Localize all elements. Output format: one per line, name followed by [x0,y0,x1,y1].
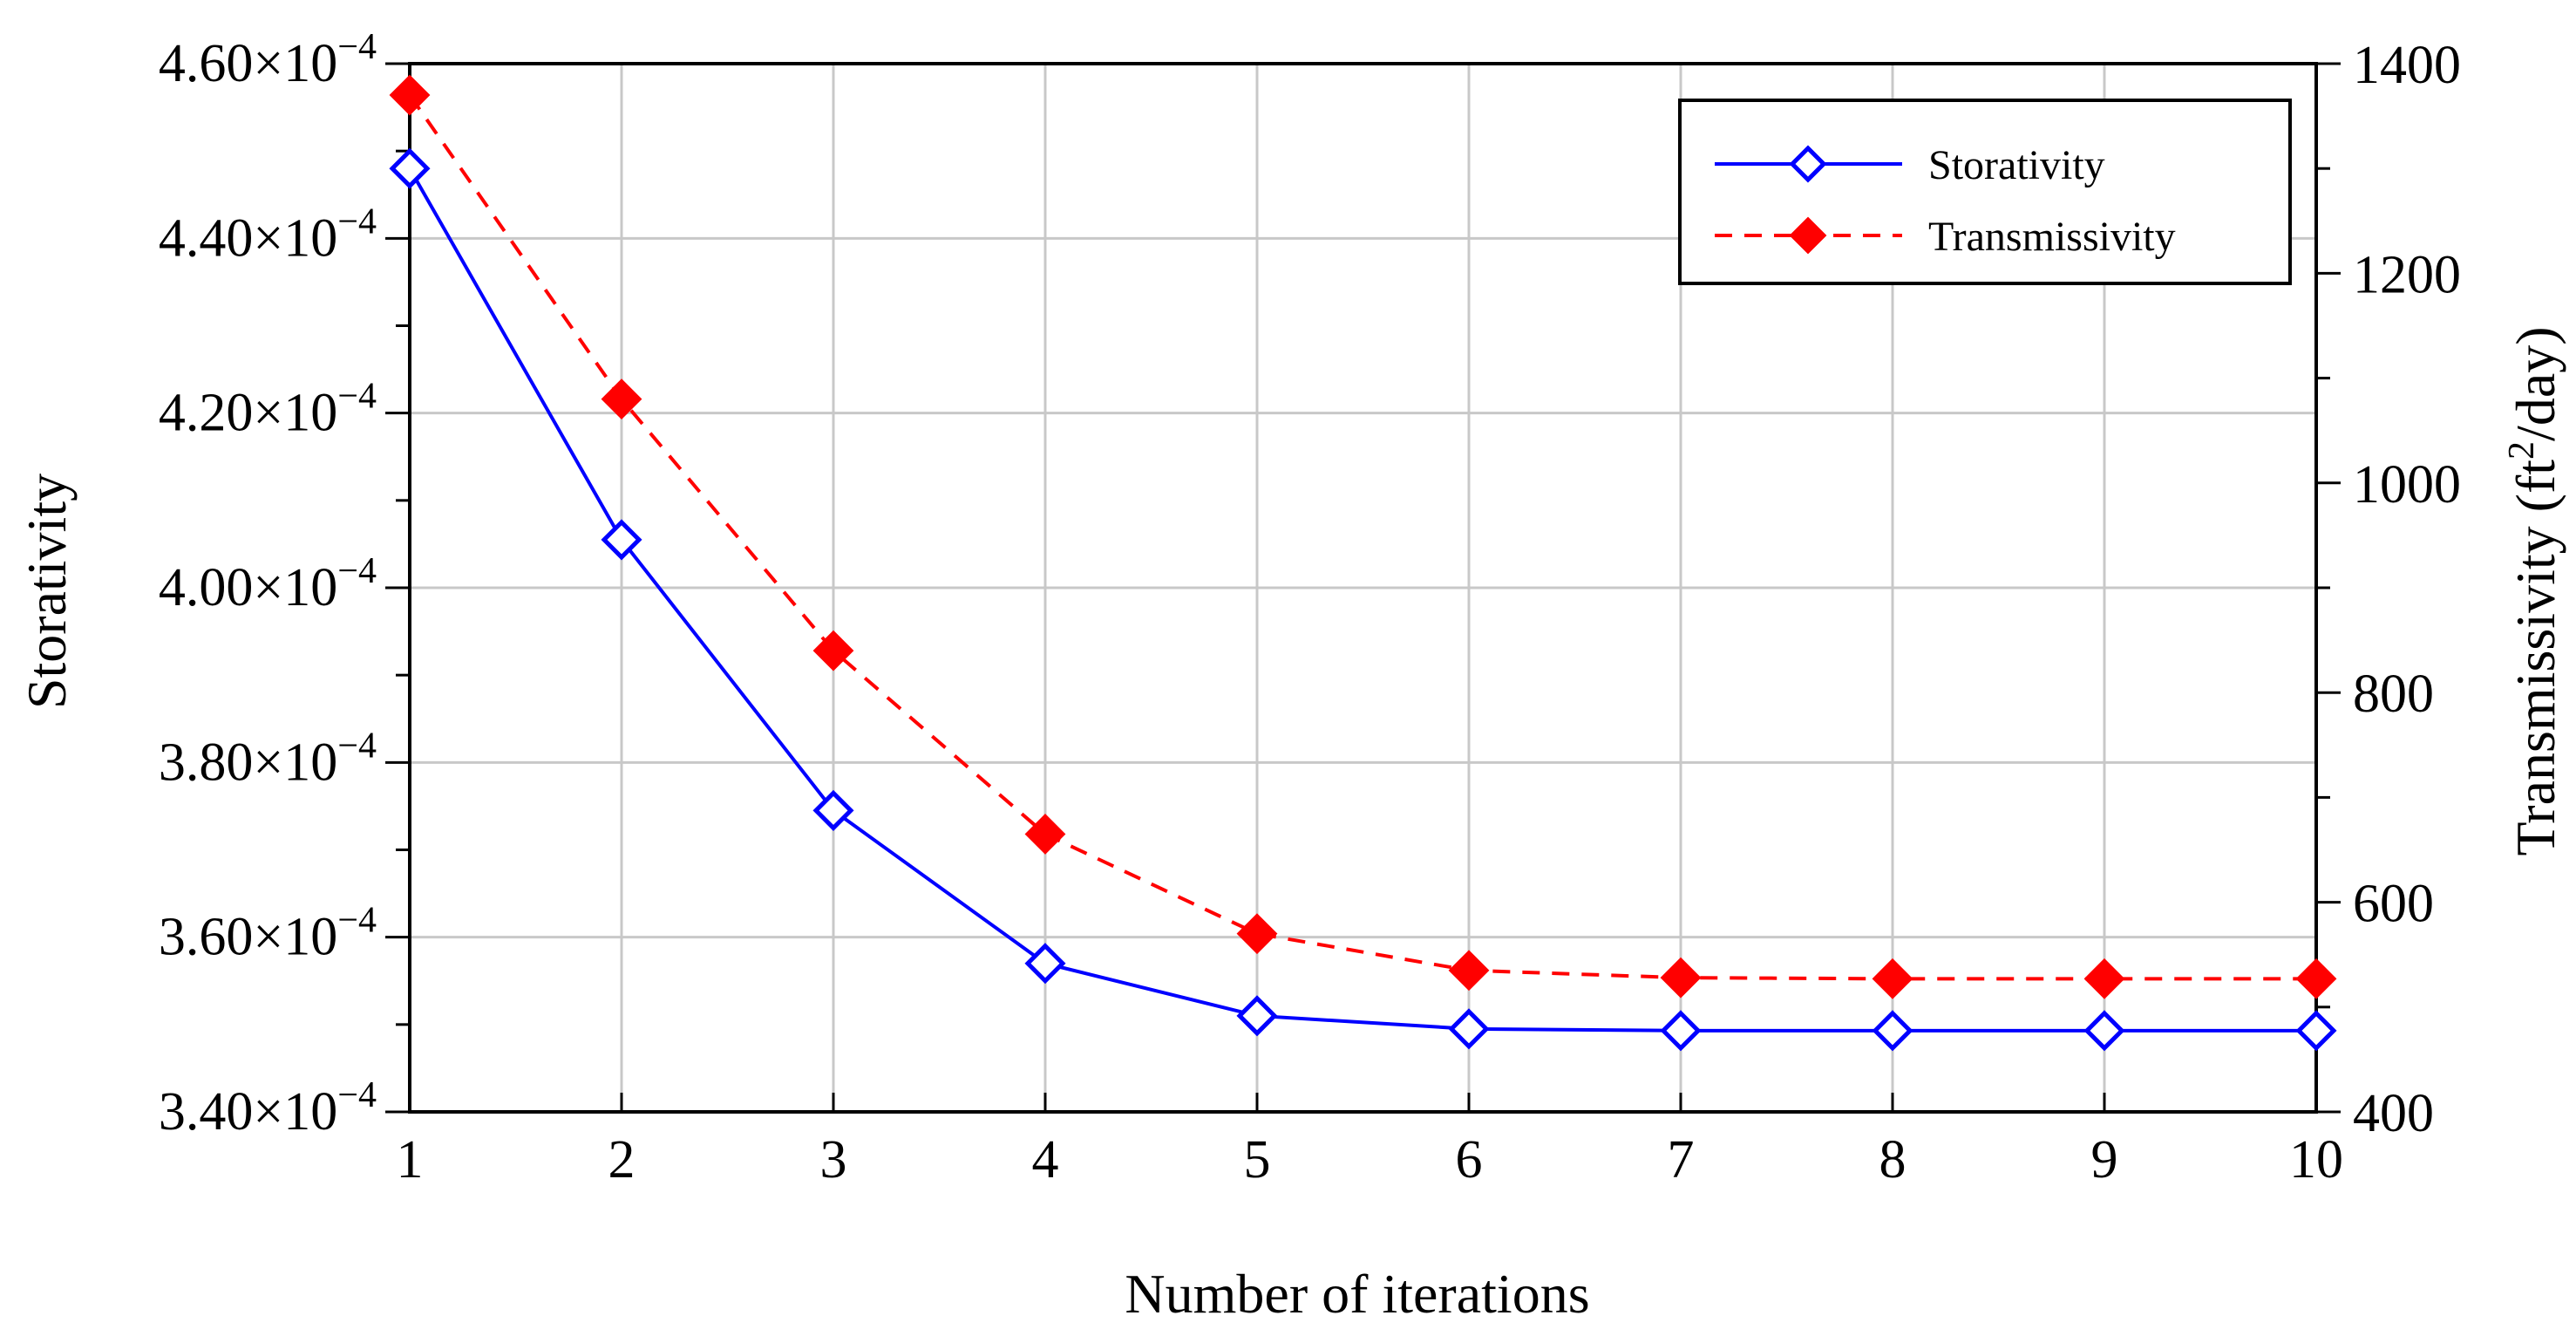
x-tick-label: 10 [2289,1130,2343,1189]
legend-label-transmissivity: Transmissivity [1928,214,2176,260]
x-tick-label: 3 [820,1130,847,1189]
right-axis: 400 600 800 1000 1200 1400 [2316,36,2461,1143]
right-tick-label: 800 [2353,665,2434,724]
transmissivity-point [1872,958,1913,999]
transmissivity-point [2083,958,2125,999]
right-tick-label: 1000 [2353,455,2461,515]
transmissivity-point [389,74,431,116]
x-tick-label: 2 [608,1130,636,1189]
x-tick-label: 8 [1879,1130,1907,1189]
x-tick-label: 9 [2091,1130,2118,1189]
transmissivity-line [408,93,2316,981]
left-tick-label: 4.20×10−4 [159,377,377,443]
storativity-point [1872,1010,1913,1052]
legend-box [1678,99,2292,285]
storativity-line [408,167,2316,1033]
transmissivity-point [812,630,854,671]
left-axis-title: Storativity [16,474,78,709]
transmissivity-point [1236,913,1278,955]
x-axis: 1 2 3 4 5 6 7 8 9 10 [397,1093,2343,1189]
storativity-point [1236,995,1278,1037]
x-tick-label: 7 [1668,1130,1695,1189]
right-tick-label: 1200 [2353,245,2461,304]
storativity-point [1660,1010,1702,1052]
legend-marker-transmissivity [1789,216,1827,255]
storativity-point [2083,1010,2125,1052]
legend-label-storativity: Storativity [1928,142,2105,188]
right-tick-label: 1400 [2353,36,2461,95]
storativity-point [601,519,642,561]
x-tick-label: 6 [1456,1130,1483,1189]
storativity-point [2295,1010,2337,1052]
right-tick-label: 400 [2353,1084,2434,1143]
left-tick-label: 4.40×10−4 [159,201,377,268]
series-layer [389,74,2337,1052]
left-tick-label: 3.40×10−4 [159,1075,377,1142]
left-tick-label: 3.60×10−4 [159,901,377,967]
right-tick-label: 600 [2353,875,2434,934]
transmissivity-point [1024,814,1066,855]
transmissivity-point [601,378,642,420]
legend-marker-storativity [1789,145,1827,183]
left-tick-label: 3.80×10−4 [159,726,377,792]
storativity-point [1024,943,1066,985]
transmissivity-point [1448,950,1490,992]
x-tick-label: 4 [1032,1130,1059,1189]
storativity-point [389,147,431,189]
left-axis: 3.40×10−4 3.60×10−4 3.80×10−4 4.00×10−4 4.20… [159,27,410,1142]
left-tick-label: 4.60×10−4 [159,27,377,93]
storativity-point [812,789,854,831]
legend: Storativity Transmissivity [1678,99,2292,285]
transmissivity-point [2295,958,2337,999]
right-axis-title: Transmissivity (ft2/day) [2502,326,2566,855]
transmissivity-point [1660,957,1702,999]
x-tick-label: 1 [397,1130,424,1189]
x-tick-label: 5 [1244,1130,1271,1189]
x-axis-title: Number of iterations [1125,1263,1589,1325]
left-tick-label: 4.00×10−4 [159,551,377,617]
storativity-point [1448,1008,1490,1050]
